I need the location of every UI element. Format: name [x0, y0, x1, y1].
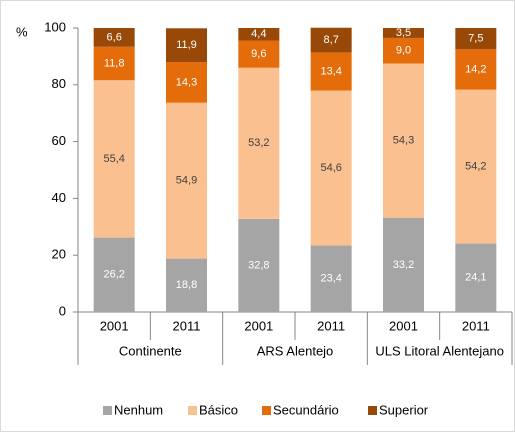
- bar-segment: [93, 237, 135, 312]
- bar-segment: [238, 40, 280, 68]
- value-label: 26,2: [103, 269, 124, 281]
- value-label: 7,5: [468, 33, 483, 45]
- value-label: 9,6: [251, 48, 266, 60]
- value-label: 11,8: [104, 57, 125, 69]
- value-label: 32,8: [248, 259, 269, 271]
- bar-segment: [310, 27, 352, 53]
- bar-segment: [238, 28, 280, 41]
- bar-segment: [383, 28, 424, 38]
- y-tick-label: 100: [44, 19, 66, 34]
- y-tick-label: 20: [52, 247, 66, 262]
- legend-swatch: [368, 406, 377, 415]
- legend-label: Secundário: [273, 402, 339, 417]
- legend-label: Superior: [379, 402, 429, 417]
- x-tick-label: 2011: [462, 318, 490, 333]
- x-tick-label: 2011: [317, 318, 345, 333]
- bar-segment: [383, 37, 424, 64]
- value-label: 14,2: [465, 63, 486, 75]
- value-label: 55,4: [103, 153, 124, 165]
- value-label: 4,4: [251, 28, 266, 40]
- bar-segment: [166, 62, 207, 103]
- value-label: 54,3: [393, 135, 414, 147]
- value-label: 6,6: [107, 31, 122, 43]
- value-label: 24,1: [465, 272, 486, 284]
- value-label: 14,3: [176, 76, 197, 88]
- x-tick-label: 2011: [173, 318, 201, 333]
- x-tick-label: 2001: [389, 318, 418, 333]
- bar-segment: [383, 217, 424, 312]
- y-axis-label: %: [16, 24, 28, 39]
- value-label: 54,6: [320, 162, 341, 174]
- value-label: 9,0: [396, 45, 411, 57]
- value-label: 54,2: [465, 160, 486, 172]
- bar-segment: [166, 258, 207, 312]
- bar-segment: [166, 28, 207, 63]
- bar-segment: [166, 102, 207, 259]
- x-tick-label: 2001: [100, 318, 129, 333]
- y-tick-label: 80: [52, 76, 66, 91]
- value-label: 11,9: [176, 39, 197, 51]
- legend-label: Básico: [199, 402, 238, 417]
- value-label: 23,4: [320, 273, 341, 285]
- bar-segment: [455, 243, 497, 312]
- value-label: 54,9: [176, 175, 197, 187]
- group-label: Continente: [119, 343, 182, 358]
- bar-segment: [455, 89, 497, 244]
- bar-segment: [93, 80, 135, 238]
- value-label: 33,2: [393, 259, 414, 271]
- bar-segment: [310, 90, 352, 246]
- group-label: ULS Litoral Alentejano: [375, 343, 504, 358]
- value-label: 13,4: [320, 65, 341, 77]
- bar-segment: [93, 46, 135, 81]
- bar-segment: [455, 28, 497, 50]
- bar-segment: [310, 245, 352, 312]
- y-tick-label: 0: [59, 303, 66, 318]
- value-label: 18,8: [176, 279, 197, 291]
- bar-segment: [238, 218, 280, 312]
- bar-segment: [383, 63, 424, 218]
- value-label: 53,2: [248, 137, 269, 149]
- legend-label: Nenhum: [114, 402, 163, 417]
- group-label: ARS Alentejo: [257, 343, 334, 358]
- legend-swatch: [262, 406, 271, 415]
- bar-segment: [93, 28, 135, 47]
- bar-segment: [238, 67, 280, 219]
- legend-swatch: [188, 406, 197, 415]
- value-label: 8,7: [324, 34, 339, 46]
- y-tick-label: 40: [52, 190, 66, 205]
- x-tick-label: 2001: [244, 318, 273, 333]
- value-label: 3,5: [396, 27, 411, 39]
- bar-segment: [455, 49, 497, 90]
- y-tick-label: 60: [52, 133, 66, 148]
- bar-segment: [310, 52, 352, 91]
- legend-swatch: [103, 406, 112, 415]
